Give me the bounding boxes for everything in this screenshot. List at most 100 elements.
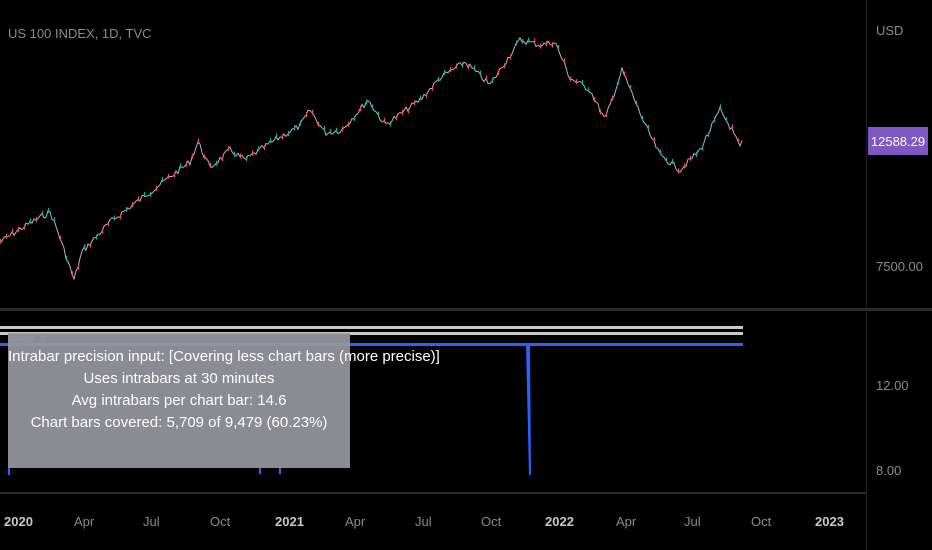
- candle-mark: [354, 116, 356, 122]
- indicator-spike: [526, 345, 531, 475]
- candle-mark: [78, 264, 80, 270]
- candle-mark: [420, 95, 422, 101]
- candle-mark: [276, 133, 278, 139]
- candle-mark: [510, 54, 512, 60]
- candle-mark: [636, 100, 638, 106]
- candle-mark: [738, 138, 740, 144]
- candle-mark: [720, 104, 722, 110]
- candle-mark: [558, 45, 560, 51]
- candle-mark: [240, 153, 242, 159]
- candle-mark: [216, 160, 218, 166]
- candle-mark: [312, 109, 314, 115]
- info-line-average: Avg intrabars per chart bar: 14.6: [71, 392, 287, 409]
- candle-mark: [432, 85, 434, 91]
- pane-divider[interactable]: [0, 308, 932, 311]
- time-label-2021: 2021: [275, 514, 304, 529]
- candle-mark: [390, 121, 392, 127]
- candle-mark: [180, 163, 182, 169]
- candle-mark: [204, 154, 206, 160]
- candle-mark: [648, 125, 650, 130]
- candle-mark: [12, 228, 14, 234]
- candle-mark: [84, 244, 86, 250]
- candle-mark: [582, 80, 584, 85]
- candle-mark: [474, 65, 476, 71]
- candle-mark: [336, 127, 338, 133]
- candle-mark: [594, 97, 596, 103]
- candle-mark: [384, 117, 386, 123]
- candle-mark: [6, 233, 8, 239]
- price-series: [0, 36, 743, 281]
- intrabar-info-box: Intrabar precision input: [Covering less…: [8, 333, 440, 468]
- candle-mark: [366, 99, 368, 105]
- candle-mark: [324, 126, 326, 132]
- candle-mark: [270, 138, 272, 143]
- time-label-apr-2020: Apr: [74, 514, 95, 529]
- candle-mark: [246, 156, 248, 162]
- symbol-title[interactable]: US 100 INDEX, 1D, TVC: [8, 26, 152, 41]
- candle-mark: [210, 162, 212, 168]
- candle-mark: [126, 207, 128, 212]
- candle-mark: [600, 109, 602, 115]
- candle-mark: [522, 38, 524, 44]
- candle-mark: [696, 151, 698, 157]
- candle-mark: [156, 186, 158, 191]
- candle-mark: [690, 155, 692, 161]
- candle-mark: [732, 124, 734, 130]
- candle-mark: [426, 92, 428, 98]
- candle-mark: [114, 215, 116, 221]
- candle-mark: [516, 40, 518, 46]
- candle-mark: [618, 79, 620, 85]
- candle-mark: [222, 156, 224, 162]
- price-line: [0, 36, 743, 281]
- time-label-oct-2020: Oct: [210, 514, 231, 529]
- time-label-jul-2021: Jul: [415, 514, 432, 529]
- candle-mark: [318, 121, 320, 127]
- candle-mark: [72, 271, 74, 277]
- candle-mark: [60, 236, 62, 241]
- candle-mark: [102, 228, 104, 234]
- candle-mark: [372, 104, 374, 110]
- candle-mark: [150, 191, 152, 197]
- candle-mark: [552, 42, 554, 48]
- time-label-2022: 2022: [545, 514, 574, 529]
- indicator-axis-label-8: 8.00: [876, 463, 902, 478]
- price-axis-label-7500: 7500.00: [876, 259, 923, 274]
- candle-mark: [402, 110, 404, 115]
- candle-mark: [288, 131, 290, 136]
- candle-mark: [294, 125, 296, 131]
- info-line-coverage: Chart bars covered: 5,709 of 9,479 (60.2…: [30, 414, 328, 431]
- last-price-tag: 12588.29: [868, 127, 928, 155]
- indicator-line: [0, 343, 743, 346]
- candle-mark: [660, 149, 662, 155]
- candle-mark: [234, 151, 236, 157]
- candle-mark: [138, 196, 140, 202]
- candle-mark: [570, 76, 572, 82]
- candle-mark: [186, 161, 188, 167]
- candle-mark: [534, 38, 536, 44]
- candle-mark: [54, 217, 56, 223]
- candle-mark: [612, 95, 614, 101]
- candle-mark: [42, 210, 44, 216]
- candle-mark: [24, 224, 26, 230]
- time-label-apr-2022: Apr: [616, 514, 637, 529]
- candle-mark: [342, 126, 344, 132]
- candle-mark: [0, 238, 2, 244]
- currency-label: USD: [876, 23, 904, 38]
- candle-mark: [18, 226, 20, 232]
- candle-mark: [300, 120, 302, 126]
- candle-mark: [462, 62, 464, 68]
- candle-mark: [708, 132, 710, 138]
- candle-mark: [174, 172, 176, 178]
- candle-mark: [630, 85, 632, 90]
- time-label-2023: 2023: [815, 514, 844, 529]
- candle-mark: [684, 163, 686, 169]
- candle-mark: [702, 145, 704, 151]
- candle-mark: [396, 115, 398, 121]
- candle-mark: [162, 177, 164, 183]
- candle-mark: [96, 234, 98, 240]
- time-label-oct-2022: Oct: [751, 514, 772, 529]
- candle-mark: [198, 138, 200, 144]
- candle-mark: [132, 202, 134, 208]
